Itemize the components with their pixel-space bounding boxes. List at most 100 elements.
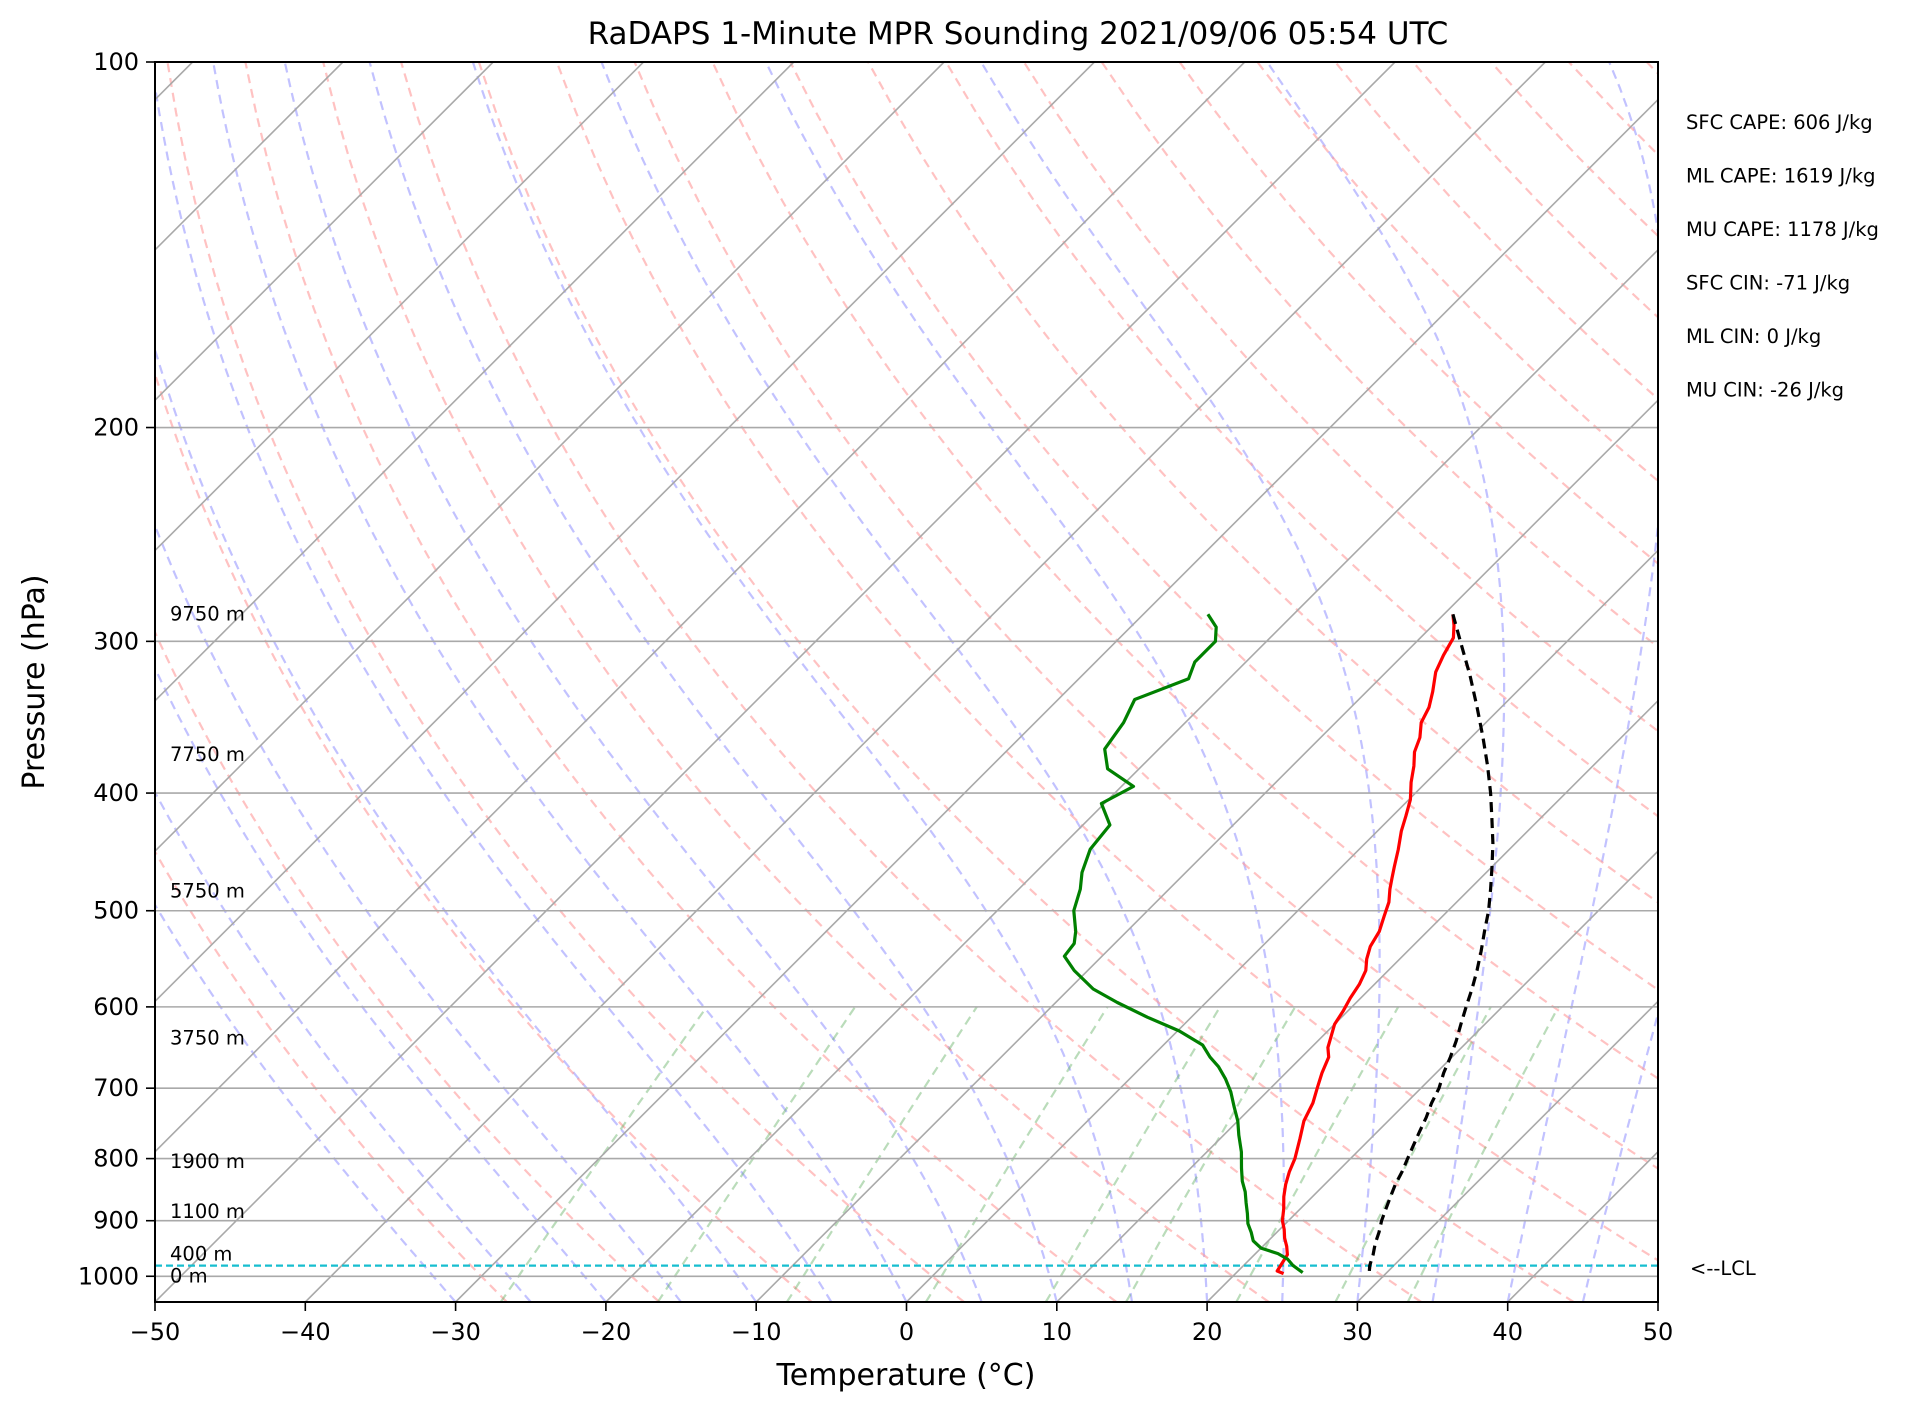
isotherm — [1356, 1000, 1658, 1302]
moist-adiabat — [155, 345, 758, 1302]
plot-area — [155, 62, 1918, 1302]
dry-adiabat — [322, 62, 1270, 1302]
dry-adiabat — [867, 62, 1658, 904]
isotherm — [605, 248, 1658, 1302]
mixing-ratio-line — [1406, 1006, 1560, 1302]
moist-adiabat — [1266, 62, 1506, 1302]
moist-adiabat — [155, 665, 607, 1302]
moist-adiabat — [764, 62, 1286, 1302]
mixing-ratio-line — [1044, 1006, 1221, 1302]
pressure-gridlines — [155, 62, 1658, 1278]
moist-adiabat — [283, 62, 983, 1302]
y-axis-ticks: 100 200 300 400 500 600 700 800 900 1000 — [78, 48, 155, 1290]
stat-text: ML CAPE: 1619 J/kg — [1686, 165, 1876, 188]
x-tick-label: −40 — [280, 1318, 331, 1346]
y-tick-label: 400 — [93, 779, 139, 807]
moist-adiabat — [155, 790, 532, 1302]
height-label: 1900 m — [170, 1150, 245, 1173]
dry-adiabat — [1645, 62, 1658, 76]
isotherm — [155, 62, 645, 552]
parcel-profile — [1367, 613, 1495, 1274]
x-axis-label: Temperature (°C) — [776, 1358, 1036, 1393]
moist-adiabat — [155, 902, 457, 1302]
moist-adiabat — [1506, 62, 1658, 1302]
height-label: 400 m — [170, 1243, 232, 1266]
mixing-ratio-line — [1125, 1006, 1297, 1302]
moist-adiabat — [471, 62, 1133, 1302]
temperature-profile — [1275, 614, 1456, 1276]
isotherm — [155, 62, 945, 853]
stat-text: SFC CIN: -71 J/kg — [1686, 272, 1850, 295]
isotherm — [1206, 849, 1658, 1302]
x-tick-label: 0 — [899, 1318, 914, 1346]
y-tick-label: 300 — [93, 627, 139, 655]
mixing-ratio-line — [499, 1006, 708, 1302]
isotherm — [304, 62, 1546, 1302]
stat-text: MU CAPE: 1178 J/kg — [1686, 218, 1879, 241]
moist-adiabat — [980, 62, 1381, 1302]
height-label: 3750 m — [170, 1026, 245, 1049]
isotherm — [155, 62, 494, 402]
x-tick-label: 30 — [1342, 1318, 1373, 1346]
mixing-ratio-lines — [499, 1006, 1560, 1302]
x-tick-label: −50 — [130, 1318, 181, 1346]
dry-adiabat — [1256, 62, 1658, 483]
height-label: 1100 m — [170, 1200, 245, 1223]
height-label: 5750 m — [170, 879, 245, 902]
dry-adiabat — [1412, 62, 1658, 319]
y-tick-label: 800 — [93, 1145, 139, 1173]
isotherm — [155, 62, 1396, 1302]
dry-adiabat — [244, 62, 1118, 1302]
height-label: 7750 m — [170, 743, 245, 766]
dry-adiabat — [555, 62, 1658, 1262]
dry-adiabat — [1725, 62, 1918, 1302]
dry-adiabat — [711, 62, 1658, 1080]
dry-adiabat — [633, 62, 1658, 1170]
dry-adiabat — [789, 62, 1658, 992]
isotherm — [155, 62, 1095, 1003]
stat-text: MU CIN: -26 J/kg — [1686, 379, 1844, 402]
mixing-ratio-line — [785, 1006, 978, 1302]
isotherm — [1657, 1300, 1658, 1302]
height-label: 9750 m — [170, 602, 245, 625]
y-tick-label: 900 — [93, 1207, 139, 1235]
y-tick-label: 200 — [93, 414, 139, 442]
x-axis-ticks: −50 −40 −30 −20 −10 0 10 20 30 40 50 — [130, 1302, 1674, 1346]
dewpoint-profile — [1062, 613, 1304, 1274]
x-tick-label: −20 — [581, 1318, 632, 1346]
moist-adiabats — [155, 62, 1658, 1302]
moist-adiabat — [368, 62, 1058, 1302]
isotherm — [1056, 699, 1658, 1302]
dry-adiabat — [1178, 62, 1658, 566]
y-tick-label: 700 — [93, 1074, 139, 1102]
x-tick-label: 50 — [1643, 1318, 1674, 1346]
isotherm — [755, 399, 1658, 1302]
moist-adiabat — [1581, 1009, 1658, 1302]
dry-adiabat — [400, 62, 1423, 1302]
mixing-ratio-line — [1334, 1006, 1492, 1302]
x-tick-label: −30 — [430, 1318, 481, 1346]
isotherm — [455, 98, 1658, 1302]
stability-indices: SFC CAPE: 606 J/kg ML CAPE: 1619 J/kg MU C… — [1686, 111, 1879, 402]
stat-text: ML CIN: 0 J/kg — [1686, 325, 1821, 348]
moist-adiabat — [1656, 1297, 1658, 1302]
isotherm — [155, 62, 1246, 1153]
x-tick-label: −10 — [731, 1318, 782, 1346]
sounding-profiles — [1062, 613, 1495, 1276]
x-tick-label: 20 — [1192, 1318, 1223, 1346]
moist-adiabat — [155, 79, 833, 1302]
dry-adiabat — [1490, 62, 1658, 238]
stat-text: SFC CAPE: 606 J/kg — [1686, 111, 1873, 134]
dry-adiabat — [155, 370, 813, 1302]
mixing-ratio-line — [924, 1006, 1109, 1302]
dry-adiabat — [1334, 62, 1658, 401]
mixing-ratio-line — [1235, 1006, 1400, 1302]
y-tick-label: 1000 — [78, 1262, 139, 1290]
isotherms — [155, 62, 1658, 1302]
y-tick-label: 600 — [93, 993, 139, 1021]
y-axis-label: Pressure (hPa) — [17, 574, 52, 789]
y-tick-label: 500 — [93, 897, 139, 925]
height-label: 0 m — [170, 1264, 208, 1287]
moist-adiabat — [155, 522, 682, 1302]
